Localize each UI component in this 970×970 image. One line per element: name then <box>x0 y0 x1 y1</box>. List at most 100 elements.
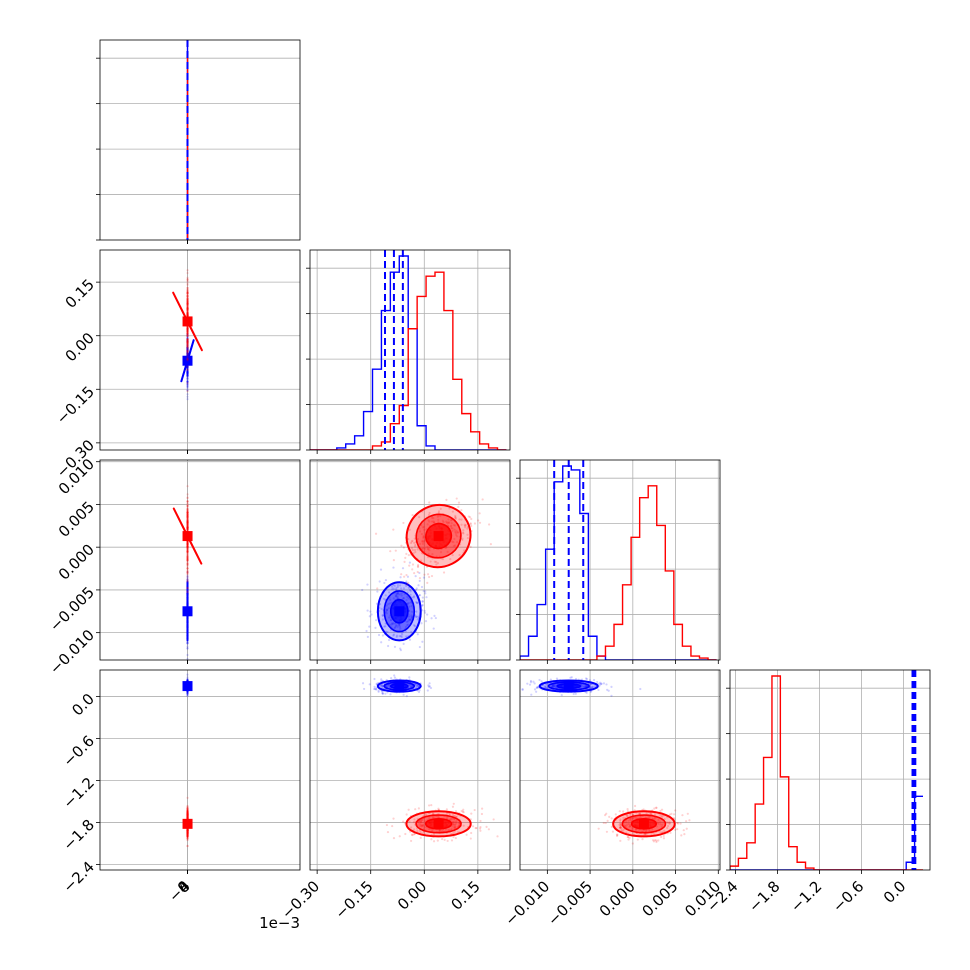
scatter-point <box>186 515 189 518</box>
scatter-point <box>186 805 189 808</box>
scatter-point <box>622 816 625 819</box>
scatter-point <box>420 585 424 589</box>
scatter-point <box>186 329 189 333</box>
scatter-point <box>410 546 413 550</box>
scatter-point <box>399 627 402 630</box>
scatter-point <box>186 352 189 355</box>
scatter-point <box>186 307 189 311</box>
scatter-point <box>186 344 189 347</box>
scatter-point <box>376 587 379 590</box>
scatter-point <box>186 377 189 380</box>
scatter-point <box>446 816 449 819</box>
scatter-point <box>186 543 189 546</box>
scatter-point <box>186 314 189 317</box>
scatter-point <box>452 544 455 548</box>
scatter-point <box>368 615 371 618</box>
scatter-point <box>411 568 414 571</box>
scatter-point <box>419 824 422 828</box>
scatter-point <box>676 828 679 831</box>
scatter-point <box>645 812 648 815</box>
scatter-point <box>411 610 414 613</box>
scatter-point <box>186 375 189 378</box>
scatter-point <box>389 619 393 622</box>
scatter-point <box>395 594 398 597</box>
scatter-point <box>380 607 383 610</box>
scatter-point <box>186 545 189 548</box>
y-tick-label: −0.6 <box>60 732 98 770</box>
scatter-point <box>447 518 450 521</box>
scatter-point <box>186 365 189 368</box>
scatter-point <box>186 567 189 570</box>
scatter-point <box>186 269 189 272</box>
scatter-point <box>186 571 189 574</box>
scatter-point <box>655 839 658 842</box>
scatter-point <box>186 523 189 526</box>
scatter-point <box>186 374 189 377</box>
scatter-point <box>407 601 410 605</box>
scatter-point <box>186 331 189 335</box>
scatter-point <box>381 684 384 688</box>
scatter-point <box>186 358 189 361</box>
y-tick-label: 0.005 <box>55 498 98 541</box>
scatter-point <box>186 352 189 355</box>
scatter-point <box>186 286 189 290</box>
scatter-point <box>615 833 619 836</box>
scatter-point <box>186 303 189 306</box>
scatter-point <box>435 560 438 564</box>
scatter-point <box>186 806 189 810</box>
scatter-point <box>186 346 189 349</box>
scatter-point <box>186 500 189 503</box>
scatter-point <box>186 493 189 496</box>
scatter-point <box>186 313 189 316</box>
scatter-point <box>186 505 189 508</box>
scatter-point <box>186 367 189 370</box>
y-tick-label: 0.15 <box>62 275 98 311</box>
scatter-point <box>598 681 602 684</box>
scatter-point <box>454 530 457 534</box>
scatter-point <box>544 686 547 689</box>
scatter-point <box>449 519 453 522</box>
scatter-point <box>186 311 189 314</box>
scatter-point <box>186 378 189 381</box>
y-tick-label: −1.2 <box>60 774 98 812</box>
scatter-point <box>455 822 458 825</box>
scatter-point <box>447 522 451 525</box>
scatter-point <box>647 816 650 819</box>
scatter-point <box>186 312 189 315</box>
scatter-point <box>462 532 465 535</box>
scatter-point <box>186 338 189 341</box>
scatter-point <box>186 526 189 530</box>
scatter-point <box>427 685 431 688</box>
scatter-point <box>403 560 406 563</box>
scatter-point <box>186 312 189 315</box>
scatter-point <box>402 597 405 600</box>
scatter-point <box>395 624 398 627</box>
scatter-point <box>186 558 189 561</box>
scatter-point <box>619 826 622 829</box>
scatter-point <box>373 687 376 690</box>
scatter-point <box>186 286 189 289</box>
scatter-point <box>429 686 433 690</box>
scatter-point <box>410 605 413 608</box>
scatter-point <box>186 370 189 373</box>
scatter-point <box>186 838 189 841</box>
scatter-point <box>186 526 189 530</box>
scatter-point <box>186 372 189 375</box>
scatter-point <box>186 332 189 335</box>
scatter-point <box>405 552 408 555</box>
scatter-point <box>430 617 433 620</box>
scatter-point <box>453 528 456 531</box>
scatter-point <box>186 359 189 362</box>
scatter-point <box>391 587 394 591</box>
scatter-point <box>591 685 594 689</box>
scatter-point <box>186 516 189 520</box>
x-tick-label: 0.000 <box>596 877 639 920</box>
scatter-point <box>381 690 384 693</box>
scatter-point <box>421 596 424 599</box>
scatter-point <box>419 542 422 545</box>
scatter-point <box>186 349 189 352</box>
x-offset-label: 1e−3 <box>259 914 300 932</box>
scatter-point <box>186 371 189 374</box>
scatter-point <box>186 334 189 337</box>
scatter-point <box>428 816 431 819</box>
